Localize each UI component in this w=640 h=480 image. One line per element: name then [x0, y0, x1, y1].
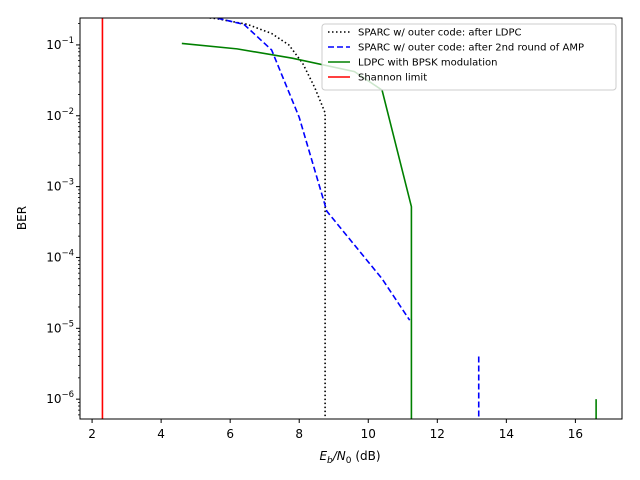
y-axis-label: BER [15, 206, 29, 230]
x-tick-label: 2 [88, 427, 96, 441]
legend: SPARC w/ outer code: after LDPC SPARC w/ … [321, 23, 617, 91]
x-tick-label: 6 [226, 427, 234, 441]
plot-area [79, 17, 623, 420]
x-tick-label: 12 [430, 427, 445, 441]
x-axis-ticks: 2 4 6 8 10 12 14 16 [88, 419, 583, 441]
y-tick-label: 10−4 [46, 248, 74, 264]
y-tick-label: 10−6 [46, 390, 74, 406]
axes-frame [79, 17, 623, 420]
series-2 [207, 18, 480, 419]
x-axis-label: Eb/N0 (dB) [319, 449, 380, 466]
legend-label: LDPC with BPSK modulation [358, 58, 497, 69]
y-tick-label: 10−2 [46, 107, 74, 123]
legend-label: Shannon limit [358, 73, 427, 84]
x-tick-label: 14 [499, 427, 514, 441]
legend-box [321, 23, 617, 91]
x-tick-label: 16 [568, 427, 583, 441]
y-tick-label: 10−3 [46, 178, 74, 194]
x-tick-label: 8 [295, 427, 303, 441]
series-line [207, 18, 411, 321]
legend-label: SPARC w/ outer code: after 2nd round of … [358, 43, 584, 54]
x-tick-label: 10 [361, 427, 376, 441]
y-tick-label: 10−5 [46, 319, 74, 335]
legend-label: SPARC w/ outer code: after LDPC [358, 28, 522, 39]
x-tick-label: 4 [157, 427, 165, 441]
y-tick-label: 10−1 [46, 36, 74, 52]
y-axis-ticks: 10−6 10−5 10−4 10−3 10−2 10−1 [46, 23, 80, 416]
